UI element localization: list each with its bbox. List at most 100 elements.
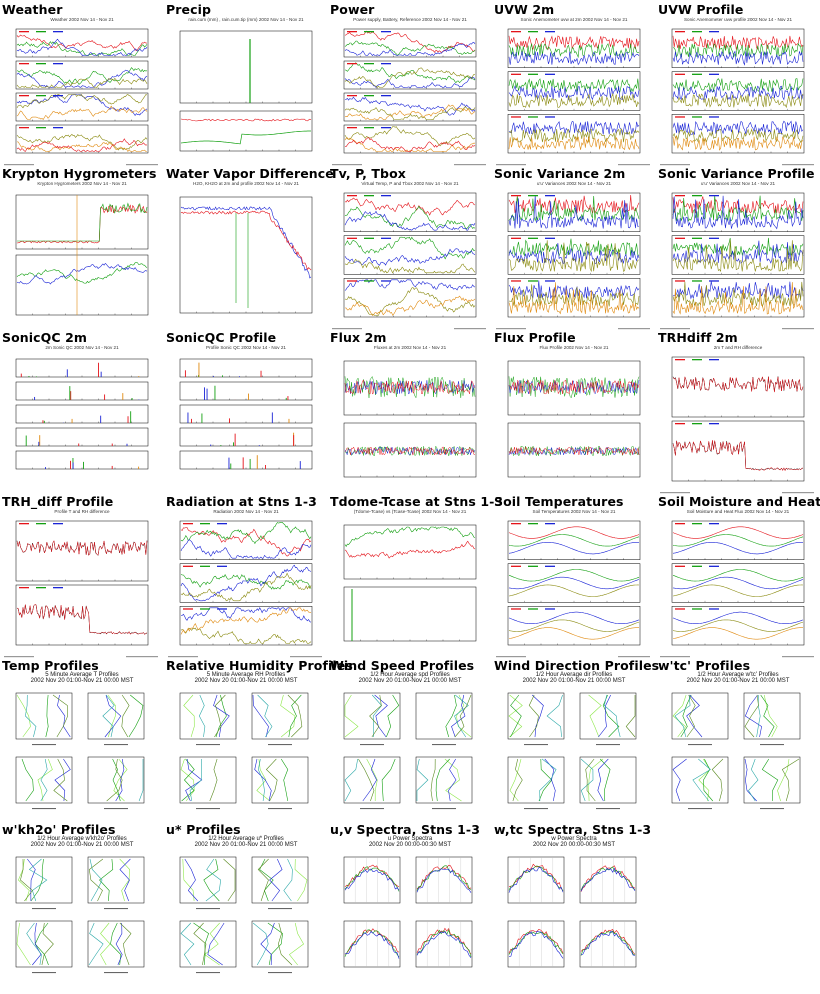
plot-thumbnail[interactable]: Fluxes at 2m 2002 Nov 14 - Nov 21	[330, 345, 490, 497]
plot-thumbnail-graphic	[660, 520, 814, 658]
plot-thumbnail[interactable]: 5 Minute Average RH Profiles 2002 Nov 20 …	[166, 672, 326, 825]
plot-thumbnail[interactable]: Soil Moisture and Heat Flux 2002 Nov 14 …	[658, 509, 818, 661]
plot-caption-line: Fluxes at 2m 2002 Nov 14 - Nov 21	[373, 345, 447, 350]
plot-caption-line: Power supply, Battery, Reference 2002 No…	[353, 17, 467, 22]
plot-title-link[interactable]: w'tc' Profiles	[658, 658, 751, 673]
plot-title-link[interactable]: UVW 2m	[494, 2, 555, 17]
plot-title-link[interactable]: Krypton Hygrometers	[2, 166, 157, 181]
plot-caption-line: 1/2 Hour Average w'kh2o' Profiles	[37, 836, 127, 842]
plot-caption-line: Virtual Temp, P and Tbox 2002 Nov 14 - N…	[361, 181, 459, 186]
plot-title-link[interactable]: Relative Humidity Profiles	[166, 658, 353, 673]
plot-caption-line: 5 Minute Average T Profiles	[45, 672, 119, 678]
plot-title-link[interactable]: Soil Moisture and Heat Flux	[658, 494, 820, 509]
plot-thumbnail-graphic	[343, 856, 473, 968]
plot-caption: u'u' Variances 2002 Nov 14 - Nov 21	[494, 181, 654, 186]
plot-caption: u Power Spectra 2002 Nov 20 00:00-00:30 M…	[330, 836, 490, 849]
plot-thumbnail-graphic	[496, 28, 650, 166]
plot-cell: UVW Profile Sonic Anemometer uvw profile …	[658, 3, 818, 169]
plot-caption-line: u'u' Variances 2002 Nov 14 - Nov 21	[536, 181, 612, 186]
plot-thumbnail[interactable]: Sonic Anemometer uvw at 2m 2002 Nov 14 -…	[494, 17, 654, 169]
plot-thumbnail[interactable]: Profile T and RH difference	[2, 509, 162, 661]
plot-title-link[interactable]: Water Vapor Difference	[166, 166, 334, 181]
plot-caption-date: 2002 Nov 20 01:00-Nov 21 00:00 MST	[686, 678, 790, 685]
plot-caption: 5 Minute Average T Profiles 2002 Nov 20 0…	[2, 672, 162, 685]
plot-title-link[interactable]: TRH_diff Profile	[2, 494, 114, 509]
plot-cell: TRHdiff 2m 2m T and RH difference	[658, 331, 818, 497]
plot-thumbnail[interactable]: u Power Spectra 2002 Nov 20 00:00-00:30 M…	[330, 836, 490, 989]
plot-cell: u,v Spectra, Stns 1-3 u Power Spectra 2002…	[330, 823, 490, 989]
plot-thumbnail[interactable]: 2m Sonic QC 2002 Nov 14 - Nov 21	[2, 345, 162, 497]
plot-title-link[interactable]: Precip	[166, 2, 212, 17]
plot-thumbnail-graphic	[507, 360, 641, 478]
plot-title-link[interactable]: TRHdiff 2m	[658, 330, 738, 345]
plot-thumbnail-graphic	[15, 692, 145, 810]
plot-thumbnail[interactable]: 1/2 Hour Average spd Profiles 2002 Nov 20…	[330, 672, 490, 825]
plot-cell: Wind Direction Profiles 1/2 Hour Average …	[494, 658, 660, 825]
plot-thumbnail[interactable]: u'u' Variances 2002 Nov 14 - Nov 21	[658, 181, 818, 333]
plot-title-link[interactable]: Tv, P, Tbox	[330, 166, 406, 181]
plot-caption: Sonic Anemometer uvw at 2m 2002 Nov 14 -…	[494, 17, 654, 22]
plot-caption-date: 2002 Nov 20 01:00-Nov 21 00:00 MST	[522, 678, 626, 685]
plot-thumbnail-graphic	[660, 356, 814, 494]
plot-caption-line: Soil Temperatures 2002 Nov 14 - Nov 21	[532, 509, 616, 514]
plot-thumbnail[interactable]: Flux Profile 2002 Nov 14 - Nov 21	[494, 345, 654, 497]
plot-title-link[interactable]: Wind Direction Profiles	[494, 658, 660, 673]
plot-thumbnail-graphic	[496, 520, 650, 658]
plot-caption-line: Sonic Anemometer uvw at 2m 2002 Nov 14 -…	[520, 17, 628, 22]
plot-caption: u'u' Variances 2002 Nov 14 - Nov 21	[658, 181, 818, 186]
plot-title-link[interactable]: Radiation at Stns 1-3	[166, 494, 317, 509]
plot-caption: Profile Sonic QC 2002 Nov 14 - Nov 21	[166, 345, 326, 350]
plot-thumbnail[interactable]: Weather 2002 Nov 14 - Nov 21	[2, 17, 162, 169]
plot-thumbnail[interactable]: 1/2 Hour Average u* Profiles 2002 Nov 20 …	[166, 836, 326, 989]
plot-title-link[interactable]: w,tc Spectra, Stns 1-3	[494, 822, 652, 837]
plot-thumbnail[interactable]: 2m T and RH difference	[658, 345, 818, 497]
plot-title-link[interactable]: w'kh2o' Profiles	[2, 822, 116, 837]
plot-thumbnail[interactable]: Krypton Hygrometers 2002 Nov 14 - Nov 21	[2, 181, 162, 333]
plot-thumbnail[interactable]: H2O, KH2O at 2m and profile 2002 Nov 14 …	[166, 181, 326, 333]
plot-caption-line: Krypton Hygrometers 2002 Nov 14 - Nov 21	[37, 181, 127, 186]
plot-thumbnail[interactable]: w Power Spectra 2002 Nov 20 00:00-00:30 M…	[494, 836, 654, 989]
plot-title-link[interactable]: Wind Speed Profiles	[330, 658, 475, 673]
plot-thumbnail[interactable]: (Tdome-Tcase) vs (Tcase-Tcase) 2002 Nov …	[330, 509, 490, 661]
plot-thumbnail[interactable]: Virtual Temp, P and Tbox 2002 Nov 14 - N…	[330, 181, 490, 333]
plot-thumbnail[interactable]: 1/2 Hour Average w'kh2o' Profiles 2002 No…	[2, 836, 162, 989]
plot-thumbnail[interactable]: Soil Temperatures 2002 Nov 14 - Nov 21	[494, 509, 654, 661]
plot-thumbnail-graphic	[4, 28, 158, 166]
plot-title-link[interactable]: Sonic Variance 2m	[494, 166, 626, 181]
plot-caption: Soil Temperatures 2002 Nov 14 - Nov 21	[494, 509, 654, 514]
plot-title-link[interactable]: Tdome-Tcase at Stns 1-3	[330, 494, 504, 509]
plot-thumbnail[interactable]: Sonic Anemometer uvw profile 2002 Nov 14…	[658, 17, 818, 169]
plot-title-link[interactable]: Temp Profiles	[2, 658, 99, 673]
plot-caption: 1/2 Hour Average dir Profiles 2002 Nov 20…	[494, 672, 654, 685]
plot-title-link[interactable]: SonicQC Profile	[166, 330, 277, 345]
plot-title-link[interactable]: Weather	[2, 2, 63, 17]
plot-thumbnail-graphic	[660, 192, 814, 330]
plot-caption: 1/2 Hour Average spd Profiles 2002 Nov 20…	[330, 672, 490, 685]
plot-thumbnail[interactable]: u'u' Variances 2002 Nov 14 - Nov 21	[494, 181, 654, 333]
plot-cell: Weather Weather 2002 Nov 14 - Nov 21	[2, 3, 162, 169]
plot-thumbnail[interactable]: rain.cum (mm) , rain.cum.tip (mm) 2002 N…	[166, 17, 326, 169]
plot-caption-line: Profile T and RH difference	[54, 509, 110, 514]
plot-title-link[interactable]: UVW Profile	[658, 2, 744, 17]
plot-thumbnail[interactable]: Power supply, Battery, Reference 2002 No…	[330, 17, 490, 169]
plot-title-link[interactable]: u,v Spectra, Stns 1-3	[330, 822, 481, 837]
plot-title-link[interactable]: Flux Profile	[494, 330, 576, 345]
plot-thumbnail[interactable]: Radiation 2002 Nov 14 - Nov 21	[166, 509, 326, 661]
plot-caption: Virtual Temp, P and Tbox 2002 Nov 14 - N…	[330, 181, 490, 186]
plot-cell: Power Power supply, Battery, Reference 20…	[330, 3, 490, 169]
plot-thumbnail[interactable]: Profile Sonic QC 2002 Nov 14 - Nov 21	[166, 345, 326, 497]
plot-thumbnail[interactable]: 1/2 Hour Average w'tc' Profiles 2002 Nov …	[658, 672, 818, 825]
plot-thumbnail-graphic	[179, 692, 309, 810]
plot-caption: w Power Spectra 2002 Nov 20 00:00-00:30 M…	[494, 836, 654, 849]
plot-title-link[interactable]: Flux 2m	[330, 330, 387, 345]
plot-title-link[interactable]: Soil Temperatures	[494, 494, 624, 509]
plot-title-link[interactable]: Sonic Variance Profile	[658, 166, 815, 181]
plot-caption: (Tdome-Tcase) vs (Tcase-Tcase) 2002 Nov …	[330, 509, 490, 514]
plot-thumbnail[interactable]: 1/2 Hour Average dir Profiles 2002 Nov 20…	[494, 672, 654, 825]
plot-title-link[interactable]: u* Profiles	[166, 822, 241, 837]
plot-title-link[interactable]: Power	[330, 2, 375, 17]
plot-title-link[interactable]: SonicQC 2m	[2, 330, 88, 345]
plot-thumbnail[interactable]: 5 Minute Average T Profiles 2002 Nov 20 0…	[2, 672, 162, 825]
plot-caption: Power supply, Battery, Reference 2002 No…	[330, 17, 490, 22]
plot-thumbnail-graphic	[507, 856, 637, 968]
